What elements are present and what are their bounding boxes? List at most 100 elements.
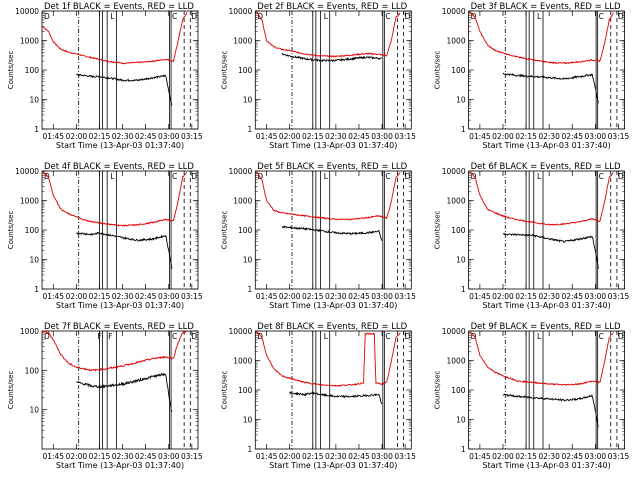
x-axis-label: Start Time (13-Apr-03 01:37:40) [269, 461, 397, 470]
detector-panel-8: Det 8f BLACK = Events, RED = LLD 1 10 100 10… [220, 322, 416, 470]
corner-label: C [599, 12, 604, 21]
y-tick-label: 1 [248, 445, 253, 454]
x-tick-label: 02:00 [279, 452, 301, 461]
y-tick-label: 100 [451, 386, 466, 395]
y-tick-label: 1000 [447, 197, 466, 206]
x-tick-label: 02:00 [279, 132, 301, 141]
x-tick-label: 02:00 [492, 292, 514, 301]
lld-series-line [255, 170, 401, 221]
y-tick-label: 100 [238, 226, 253, 235]
y-axis-label: Counts/sec [7, 51, 15, 90]
lld-series-line [42, 12, 188, 65]
x-tick-label: 02:00 [66, 452, 88, 461]
corner-label: D [618, 172, 624, 181]
x-tick-label: 03:00 [585, 292, 607, 301]
x-tick-label: 02:30 [325, 452, 347, 461]
x-tick-label: 03:15 [608, 452, 630, 461]
x-tick-label: 02:45 [348, 452, 370, 461]
x-tick-label: 02:45 [135, 292, 157, 301]
x-tick-label: 02:00 [66, 292, 88, 301]
corner-label: C [172, 332, 177, 341]
corner-label: C [385, 172, 390, 181]
x-tick-label: 02:00 [492, 452, 514, 461]
x-axis-label: Start Time (13-Apr-03 01:37:40) [482, 461, 610, 470]
y-tick-label: 100 [25, 66, 40, 75]
x-tick-label: 03:15 [181, 132, 203, 141]
corner-label: L [324, 172, 329, 181]
x-tick-label: 02:15 [515, 452, 537, 461]
x-tick-label: 02:45 [135, 132, 157, 141]
plot-frame [254, 170, 412, 290]
corner-label: D [405, 332, 411, 341]
plot-frame [468, 170, 626, 290]
y-tick-label: 10 [29, 96, 39, 105]
y-axis-label: Counts/sec [434, 51, 442, 90]
y-tick-label: 10000 [228, 327, 252, 336]
y-tick-label: 1 [248, 125, 253, 134]
corner-label: D [257, 12, 263, 21]
events-series-line [502, 393, 599, 428]
corner-label: D [257, 172, 263, 181]
y-tick-label: 10000 [15, 7, 39, 16]
corner-label: F [108, 332, 112, 341]
corner-label: F [98, 332, 102, 341]
corner-label: D [405, 172, 411, 181]
y-tick-label: 1000 [233, 357, 252, 366]
y-axis-label: Counts/sec [220, 371, 228, 410]
x-tick-label: 03:00 [585, 132, 607, 141]
plot-frame [254, 330, 412, 450]
panel-title: Det 9f BLACK = Events, RED = LLD [471, 322, 621, 332]
x-tick-label: 03:15 [608, 292, 630, 301]
y-tick-label: 1000 [20, 37, 39, 46]
y-tick-label: 10000 [442, 327, 466, 336]
x-tick-label: 03:00 [371, 292, 393, 301]
x-tick-label: 03:15 [181, 292, 203, 301]
y-tick-label: 10 [456, 256, 466, 265]
x-tick-label: 02:45 [561, 132, 583, 141]
panel-title: Det 1f BLACK = Events, RED = LLD [44, 2, 194, 12]
corner-label: D [257, 332, 263, 341]
y-tick-label: 10000 [228, 7, 252, 16]
corner-label: L [537, 332, 542, 341]
x-tick-label: 02:45 [561, 452, 583, 461]
y-tick-label: 10 [456, 416, 466, 425]
detector-panel-7: Det 7f BLACK = Events, RED = LLD 10 100 100… [7, 322, 203, 470]
plot-frame [41, 330, 199, 450]
x-tick-label: 02:45 [348, 132, 370, 141]
x-tick-label: 01:45 [256, 452, 278, 461]
y-tick-label: 1 [461, 285, 466, 294]
panel-title: Det 8f BLACK = Events, RED = LLD [257, 322, 407, 332]
events-series-line [76, 231, 173, 269]
x-tick-label: 02:30 [112, 452, 134, 461]
corner-label: C [385, 12, 390, 21]
events-series-line [281, 52, 382, 63]
x-tick-label: 02:30 [538, 452, 560, 461]
plot-frame [468, 330, 626, 450]
x-tick-label: 01:45 [42, 132, 64, 141]
lld-series-line [255, 330, 401, 387]
y-tick-label: 1000 [233, 37, 252, 46]
detector-panel-1: Det 1f BLACK = Events, RED = LLD 1 10 100 10… [7, 2, 203, 150]
x-tick-label: 01:45 [469, 292, 491, 301]
x-tick-label: 03:00 [158, 132, 180, 141]
y-tick-label: 1 [461, 125, 466, 134]
x-tick-label: 02:15 [302, 132, 324, 141]
y-tick-label: 10000 [228, 167, 252, 176]
lld-series-line [42, 170, 188, 227]
x-axis-label: Start Time (13-Apr-03 01:37:40) [56, 301, 184, 310]
x-axis-label: Start Time (13-Apr-03 01:37:40) [269, 141, 397, 150]
corner-label: C [172, 172, 177, 181]
y-tick-label: 10000 [15, 167, 39, 176]
x-tick-label: 03:15 [181, 452, 203, 461]
x-axis-label: Start Time (13-Apr-03 01:37:40) [482, 301, 610, 310]
y-tick-label: 1000 [233, 197, 252, 206]
x-tick-label: 02:15 [89, 292, 111, 301]
corner-label: D [405, 12, 411, 21]
x-axis-label: Start Time (13-Apr-03 01:37:40) [269, 301, 397, 310]
x-tick-label: 03:15 [394, 132, 416, 141]
x-tick-label: 02:45 [135, 452, 157, 461]
lld-series-line [469, 170, 614, 226]
corner-label: L [110, 12, 115, 21]
corner-label: C [172, 12, 177, 21]
plot-frame [254, 10, 412, 130]
